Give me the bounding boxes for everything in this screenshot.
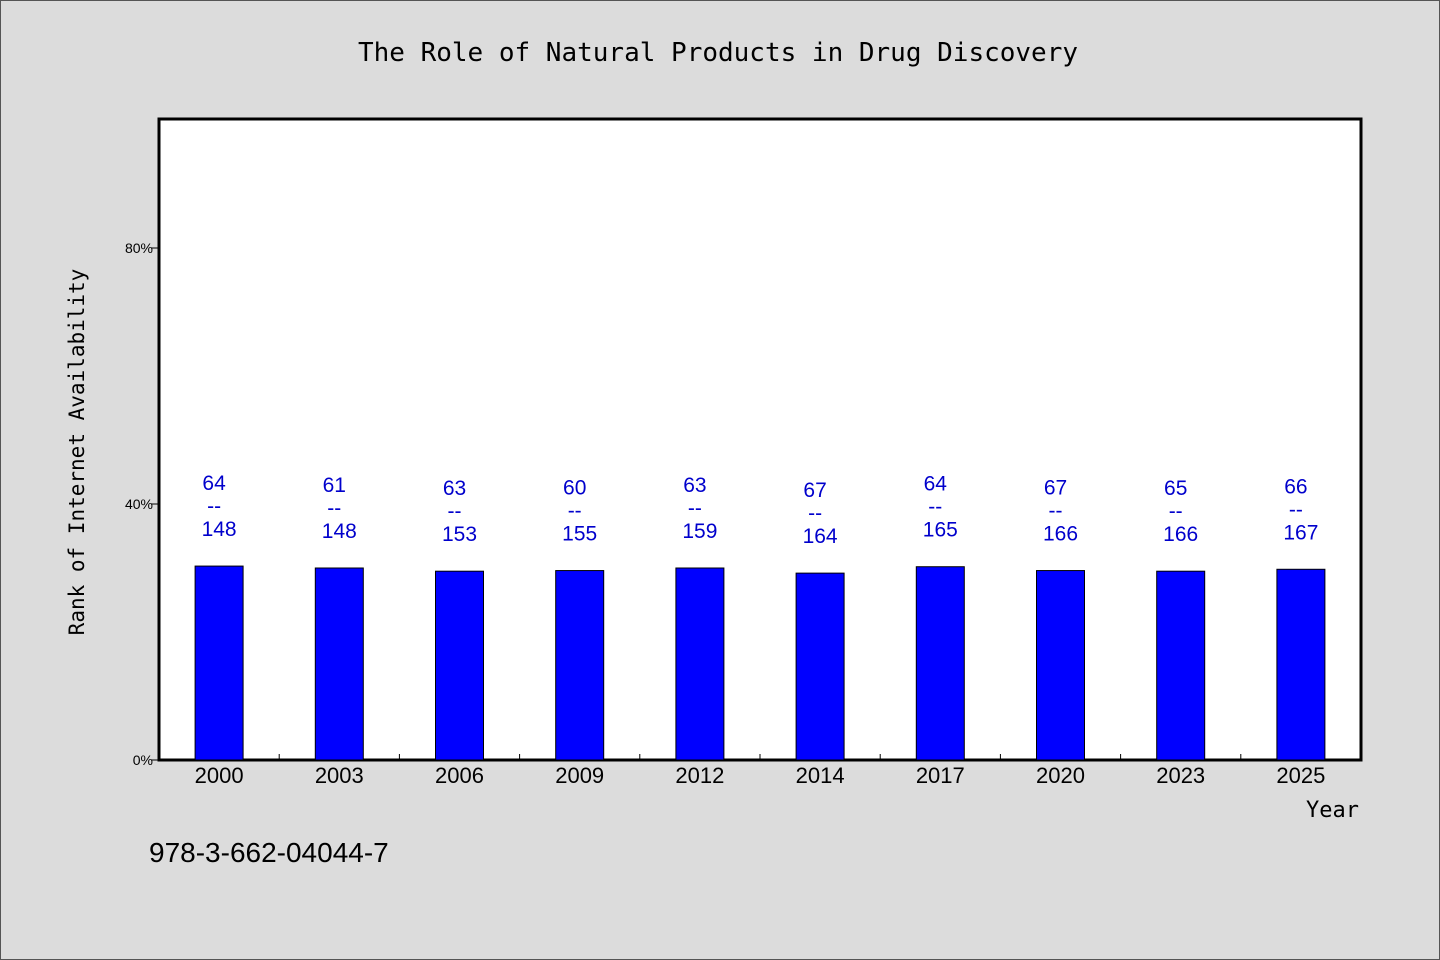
data-label-top-2006: 63 xyxy=(443,477,466,500)
data-label-separator-2006: -- xyxy=(448,500,462,523)
bar-2000 xyxy=(194,565,244,761)
data-label-separator-2023: -- xyxy=(1169,500,1183,523)
data-label-separator-2012: -- xyxy=(688,497,702,520)
y-axis: 0% 40% 80% xyxy=(125,240,159,768)
data-label-separator-2003: -- xyxy=(327,497,341,520)
data-label-top-2009: 60 xyxy=(563,477,586,500)
bar-2012 xyxy=(675,567,725,761)
x-axis-label: Year xyxy=(1306,798,1359,823)
data-label-bottom-2020: 166 xyxy=(1043,523,1078,546)
data-labels-group: 64--14861--14863--15360--15563--15967--1… xyxy=(202,472,1319,548)
bar-2014 xyxy=(795,572,845,761)
x-tick-label-2023: 2023 xyxy=(1156,763,1205,788)
data-label-separator-2009: -- xyxy=(568,500,582,523)
bar-2017 xyxy=(915,566,965,761)
x-tick-label-2009: 2009 xyxy=(555,763,604,788)
data-label-bottom-2009: 155 xyxy=(562,523,597,546)
data-label-bottom-2003: 148 xyxy=(322,520,357,543)
y-tick-label-80pct: 80% xyxy=(125,240,153,256)
data-label-separator-2025: -- xyxy=(1289,498,1303,521)
bar-2009 xyxy=(555,570,605,761)
data-label-top-2023: 65 xyxy=(1164,477,1187,500)
data-label-top-2000: 64 xyxy=(202,472,226,495)
bar-2020 xyxy=(1036,570,1085,761)
data-label-separator-2014: -- xyxy=(808,502,822,525)
data-label-top-2014: 67 xyxy=(803,479,826,502)
bar-2023 xyxy=(1156,570,1206,761)
data-label-bottom-2017: 165 xyxy=(923,519,958,542)
isbn-text: 978-3-662-04044-7 xyxy=(149,837,389,868)
data-label-top-2012: 63 xyxy=(683,474,706,497)
data-label-bottom-2012: 159 xyxy=(682,520,717,543)
x-tick-label-2006: 2006 xyxy=(435,763,484,788)
y-tick-label-40pct: 40% xyxy=(125,496,153,512)
x-axis: 2000 2003 2006 2009 2012 2014 2017 2020 2023 2025 xyxy=(195,754,1325,788)
bar-2006 xyxy=(435,570,484,761)
x-tick-label-2012: 2012 xyxy=(675,763,724,788)
data-label-bottom-2023: 166 xyxy=(1163,523,1198,546)
x-tick-label-2017: 2017 xyxy=(916,763,965,788)
data-label-top-2017: 64 xyxy=(924,473,948,496)
data-label-bottom-2014: 164 xyxy=(803,525,838,548)
data-label-top-2020: 67 xyxy=(1044,477,1067,500)
data-label-top-2025: 66 xyxy=(1284,475,1307,498)
y-tick-label-0pct: 0% xyxy=(133,752,153,768)
data-label-top-2003: 61 xyxy=(323,474,346,497)
data-label-bottom-2000: 148 xyxy=(202,518,237,541)
data-label-separator-2020: -- xyxy=(1049,500,1063,523)
data-label-bottom-2006: 153 xyxy=(442,523,477,546)
x-tick-label-2003: 2003 xyxy=(315,763,364,788)
bar-2025 xyxy=(1276,568,1326,761)
x-tick-label-2014: 2014 xyxy=(796,763,845,788)
x-tick-label-2020: 2020 xyxy=(1036,763,1085,788)
data-label-separator-2017: -- xyxy=(928,496,942,519)
data-label-separator-2000: -- xyxy=(207,495,221,518)
x-tick-label-2000: 2000 xyxy=(195,763,244,788)
chart-title: The Role of Natural Products in Drug Dis… xyxy=(358,38,1078,68)
bar-2003 xyxy=(314,567,364,761)
data-label-bottom-2025: 167 xyxy=(1283,521,1318,544)
y-axis-label: Rank of Internet Availability xyxy=(65,269,89,636)
bars-group xyxy=(194,565,1326,761)
x-tick-label-2025: 2025 xyxy=(1276,763,1325,788)
